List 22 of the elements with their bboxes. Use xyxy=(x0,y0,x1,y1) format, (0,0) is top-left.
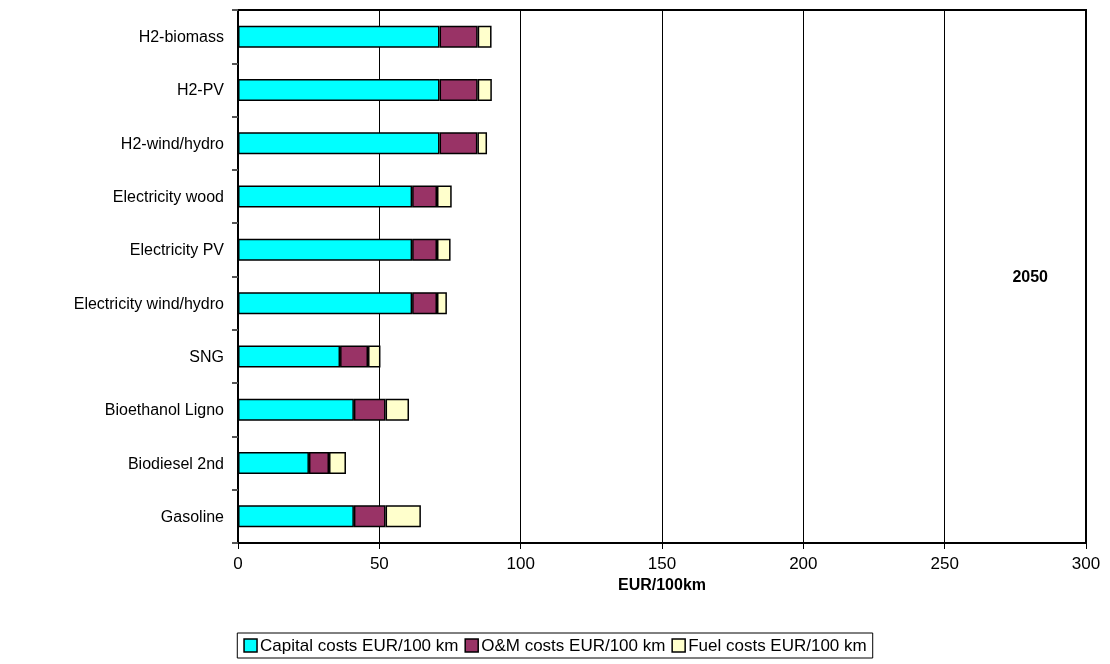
legend-label: Capital costs EUR/100 km xyxy=(260,636,459,655)
y-tick-label: H2-PV xyxy=(176,81,225,99)
x-axis-title: EUR/100km xyxy=(617,576,707,594)
x-tick-label: 50 xyxy=(369,554,389,573)
x-tick-label: 250 xyxy=(930,554,959,573)
x-tick-label: 300 xyxy=(1071,554,1101,573)
annotation: 2050 xyxy=(1012,267,1049,285)
y-tick-label: SNG xyxy=(189,347,224,365)
y-tick-label: Gasoline xyxy=(160,507,225,525)
x-tick-label: 200 xyxy=(789,554,818,573)
x-tick-label: 0 xyxy=(233,554,243,573)
legend-label: O&M costs EUR/100 km xyxy=(481,636,666,655)
y-tick-label: H2-biomass xyxy=(138,28,224,46)
y-tick-label: Bioethanol Ligno xyxy=(104,401,225,419)
legend-label: Fuel costs EUR/100 km xyxy=(688,636,867,655)
x-tick-label: 100 xyxy=(506,554,535,573)
y-tick-label: Electricity wind/hydro xyxy=(73,294,225,312)
x-tick-label: 150 xyxy=(647,554,677,573)
y-tick-label: Electricity wood xyxy=(112,188,224,206)
y-tick-label: Electricity PV xyxy=(129,241,225,259)
y-tick-label: H2-wind/hydro xyxy=(120,134,225,152)
y-tick-label: Biodiesel 2nd xyxy=(127,454,224,472)
